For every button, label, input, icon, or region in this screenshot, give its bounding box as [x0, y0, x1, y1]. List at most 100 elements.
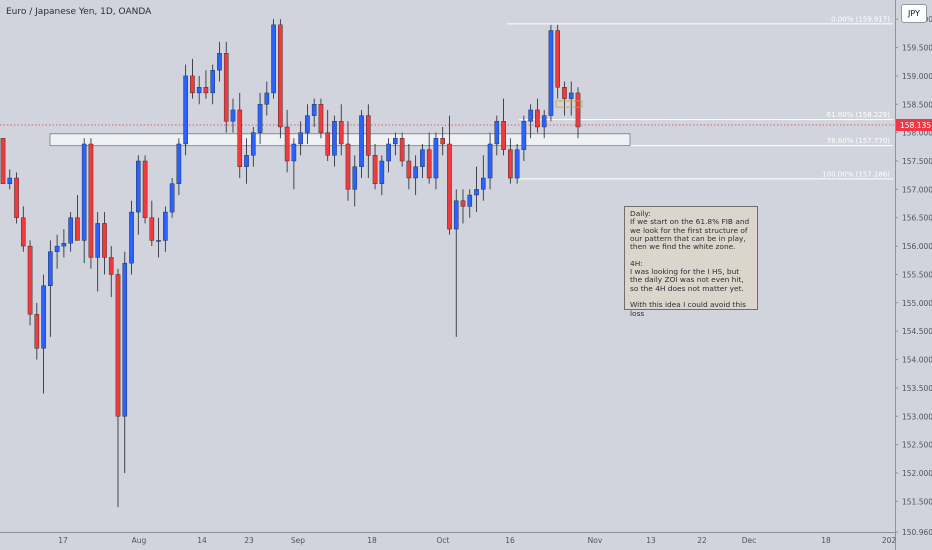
candle-body[interactable] — [27, 245, 33, 315]
candle-body[interactable] — [426, 149, 432, 179]
candle-body[interactable] — [318, 104, 324, 133]
x-tick-label: 16 — [505, 536, 515, 545]
candle-body[interactable] — [102, 223, 107, 258]
candle-body[interactable] — [54, 245, 60, 252]
candle-body[interactable] — [183, 75, 188, 145]
candle-body[interactable] — [75, 217, 80, 241]
last-price-badge — [896, 118, 932, 131]
candle-body[interactable] — [562, 87, 567, 99]
candle-body[interactable] — [352, 166, 358, 190]
candle-body[interactable] — [196, 87, 202, 94]
candle-body[interactable] — [305, 115, 310, 133]
candle-body[interactable] — [34, 313, 40, 349]
candle-body[interactable] — [406, 160, 412, 179]
candle-body[interactable] — [223, 53, 229, 122]
candle-body[interactable] — [433, 138, 439, 179]
candle-body[interactable] — [379, 160, 385, 184]
candle-body[interactable] — [257, 104, 263, 133]
candle-body[interactable] — [494, 121, 500, 145]
candle-body[interactable] — [440, 138, 446, 145]
candle-body[interactable] — [541, 115, 547, 128]
candle-body[interactable] — [284, 126, 290, 162]
candle-body[interactable] — [88, 143, 94, 258]
candle-body[interactable] — [548, 30, 554, 116]
candle-body[interactable] — [250, 132, 256, 156]
candle-body[interactable] — [129, 211, 134, 264]
candle-body[interactable] — [278, 24, 283, 128]
candle-body[interactable] — [575, 92, 581, 128]
candle-body[interactable] — [555, 30, 561, 88]
candle-body[interactable] — [81, 143, 87, 241]
candle-body[interactable] — [467, 194, 473, 207]
candle-body[interactable] — [108, 257, 114, 275]
candle-body[interactable] — [41, 285, 46, 349]
candle-body[interactable] — [311, 104, 317, 116]
candle-body[interactable] — [372, 155, 378, 184]
y-tick-label: 155.000 — [902, 299, 932, 308]
candle-body[interactable] — [142, 160, 148, 218]
fib-level-label: 78.60% (157.770) — [827, 137, 891, 145]
candle-body[interactable] — [359, 115, 364, 167]
candle-body[interactable] — [480, 177, 486, 190]
candle-body[interactable] — [115, 274, 121, 417]
candle-body[interactable] — [149, 217, 155, 241]
candle-body[interactable] — [338, 121, 344, 145]
candle-body[interactable] — [122, 262, 128, 417]
analysis-note[interactable]: Daily: If we start on the 61.8% FIB and … — [624, 206, 758, 317]
candle-body[interactable] — [230, 109, 236, 122]
candle-body[interactable] — [508, 149, 513, 179]
candle-body[interactable] — [244, 155, 249, 167]
candle-body[interactable] — [386, 143, 391, 162]
candle-body[interactable] — [447, 143, 452, 230]
candle-body[interactable] — [399, 138, 405, 162]
candle-body[interactable] — [210, 70, 216, 94]
candle-body[interactable] — [535, 109, 540, 128]
candle-body[interactable] — [365, 115, 371, 156]
candle-body[interactable] — [7, 177, 13, 184]
candle-body[interactable] — [514, 149, 520, 179]
y-tick-label: 156.500 — [902, 214, 932, 223]
candle-body[interactable] — [501, 121, 506, 150]
candle-body[interactable] — [393, 138, 398, 145]
candle-body[interactable] — [163, 211, 168, 241]
candle-body[interactable] — [135, 160, 141, 213]
currency-button[interactable]: JPY — [901, 4, 927, 23]
candle-body[interactable] — [528, 109, 533, 122]
candle-body[interactable] — [14, 177, 19, 218]
candle-body[interactable] — [190, 75, 195, 94]
candle-body[interactable] — [291, 143, 297, 162]
candle-body[interactable] — [521, 121, 527, 150]
candle-body[interactable] — [325, 132, 331, 156]
x-tick-label: 18 — [367, 536, 377, 545]
candle-body[interactable] — [217, 53, 222, 71]
candle-body[interactable] — [345, 143, 351, 190]
candle-body[interactable] — [176, 143, 182, 184]
candle-body[interactable] — [95, 223, 101, 258]
candle-body[interactable] — [68, 217, 73, 244]
candle-body[interactable] — [203, 87, 209, 94]
x-tick-label: Sep — [291, 536, 305, 545]
candle-body[interactable] — [156, 240, 161, 242]
candle-body[interactable] — [487, 143, 493, 179]
plot-area[interactable] — [0, 0, 895, 532]
candle-body[interactable] — [61, 243, 67, 247]
candle-body[interactable] — [413, 166, 418, 179]
candle-body[interactable] — [453, 200, 459, 230]
x-tick-label: Oct — [437, 536, 450, 545]
candle-body[interactable] — [420, 149, 425, 167]
candle-body[interactable] — [0, 138, 6, 184]
candle-body[interactable] — [264, 92, 270, 105]
candle-body[interactable] — [237, 109, 243, 167]
x-tick-label: 23 — [244, 536, 254, 545]
candle-body[interactable] — [271, 24, 276, 94]
candle-body[interactable] — [169, 183, 175, 213]
candle-body[interactable] — [332, 121, 337, 156]
price-axis-panel[interactable] — [895, 0, 932, 550]
candle-body[interactable] — [474, 189, 479, 196]
candle-body[interactable] — [460, 200, 466, 207]
candle-body[interactable] — [568, 92, 574, 99]
candle-body[interactable] — [20, 217, 26, 247]
candle-body[interactable] — [298, 132, 303, 145]
candle-body[interactable] — [48, 251, 53, 287]
